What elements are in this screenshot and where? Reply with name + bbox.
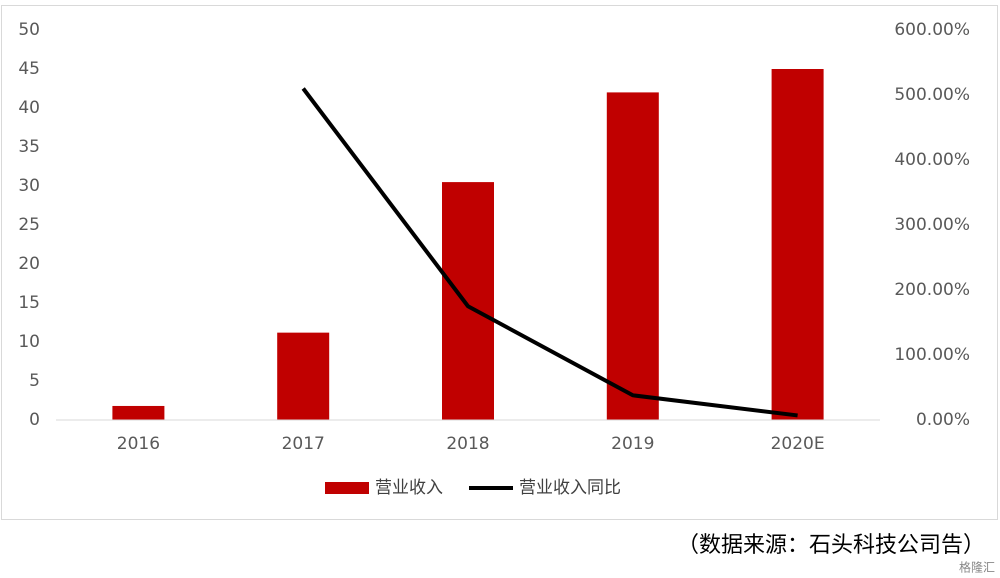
line (301, 87, 798, 418)
bar (277, 332, 330, 420)
source-note: （数据来源：石头科技公司告） (677, 533, 985, 558)
legend-swatch (325, 482, 369, 494)
y-tick-label: 35 (18, 137, 40, 157)
bar (606, 92, 659, 421)
y2-tick-label: 400.00% (894, 150, 970, 170)
y-tick-label: 0 (29, 410, 40, 430)
y-tick-label: 25 (18, 215, 40, 235)
y-tick-label: 30 (18, 176, 40, 196)
bar (771, 69, 824, 420)
watermark: 格隆汇 (959, 560, 995, 575)
chart-border (1, 5, 998, 520)
x-tick-label: 2017 (282, 434, 325, 454)
x-tick-label: 2016 (117, 434, 160, 454)
y2-tick-label: 100.00% (894, 345, 970, 365)
y-tick-label: 40 (18, 98, 40, 118)
y-tick-label: 20 (18, 254, 40, 274)
x-tick-label: 2018 (446, 434, 489, 454)
bar (442, 182, 494, 420)
y-tick-label: 5 (29, 371, 40, 391)
y-tick-label: 50 (18, 20, 40, 40)
legend-label: 营业收入同比 (519, 478, 621, 498)
y2-tick-label: 300.00% (894, 215, 970, 235)
y-tick-label: 45 (18, 59, 40, 79)
x-tick-label: 2020E (771, 434, 825, 454)
y-tick-label: 10 (18, 332, 40, 352)
y-tick-label: 15 (18, 293, 40, 313)
legend-label: 营业收入 (375, 478, 443, 498)
y2-tick-label: 0.00% (916, 410, 970, 430)
x-tick-label: 2019 (611, 434, 654, 454)
y2-tick-label: 200.00% (894, 280, 970, 300)
y2-tick-label: 600.00% (894, 20, 970, 40)
bar (112, 405, 165, 420)
y2-tick-label: 500.00% (894, 85, 970, 105)
